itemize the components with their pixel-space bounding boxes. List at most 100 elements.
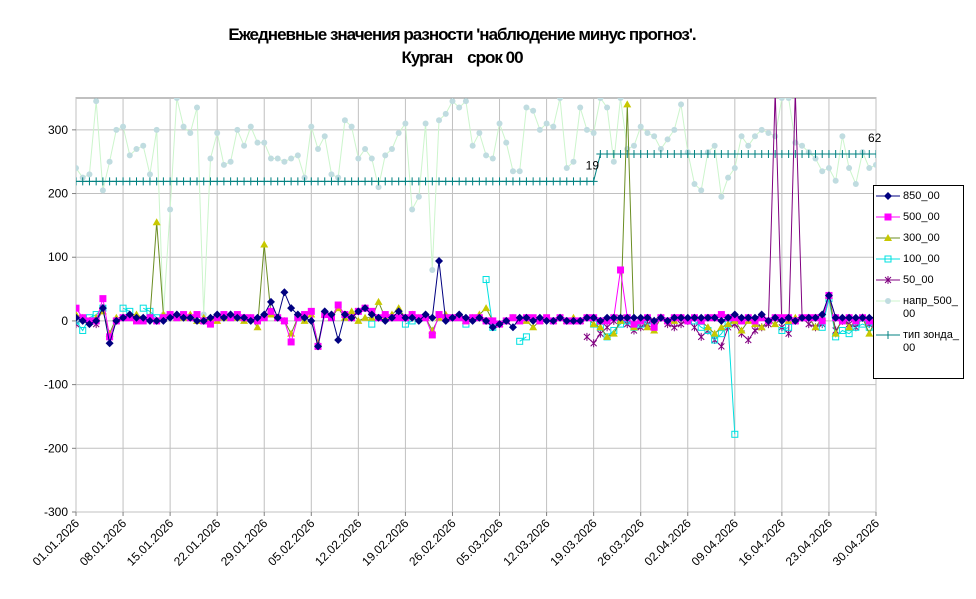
data-point [751, 133, 758, 140]
data-point [119, 313, 128, 322]
data-point [865, 150, 874, 159]
data-point [206, 313, 215, 322]
data-point [428, 177, 437, 186]
data-point [240, 177, 249, 186]
data-point [851, 313, 860, 322]
data-point [468, 177, 477, 186]
data-point [179, 313, 188, 322]
data-point [804, 150, 813, 159]
y-tick-label: 300 [48, 123, 68, 137]
data-point [677, 150, 686, 159]
data-point [771, 150, 780, 159]
data-point [247, 123, 254, 130]
data-point [455, 177, 464, 186]
x-tick-label: 19.03.2026 [547, 516, 600, 569]
x-tick-label: 01.01.2026 [30, 516, 83, 569]
data-point [394, 177, 403, 186]
data-point [274, 155, 281, 162]
data-point [831, 313, 840, 322]
x-tick-label: 30.04.2026 [830, 516, 883, 569]
data-point [106, 333, 114, 341]
x-tick-label: 12.02.2026 [312, 516, 365, 569]
data-point [166, 313, 175, 322]
data-point [395, 314, 403, 322]
data-point [362, 145, 369, 152]
data-point [414, 316, 423, 325]
data-point [241, 142, 248, 149]
data-point [656, 313, 665, 322]
data-point [851, 150, 860, 159]
legend-marker [885, 298, 891, 304]
x-tick-label: 23.04.2026 [783, 516, 836, 569]
series-line [76, 279, 876, 435]
data-point [623, 313, 632, 322]
data-point [691, 180, 698, 187]
data-point [671, 126, 678, 133]
data-point [409, 206, 416, 213]
data-point [98, 304, 107, 313]
data-point [287, 338, 295, 346]
data-point [421, 177, 430, 186]
chart-title: Ежедневные значения разности 'наблюдение… [228, 25, 695, 44]
data-point [85, 177, 94, 186]
data-point [683, 150, 692, 159]
data-point [381, 316, 390, 325]
legend-marker [884, 213, 892, 221]
data-point [125, 177, 134, 186]
data-point [623, 150, 632, 159]
data-point [152, 218, 161, 226]
data-point [206, 177, 215, 186]
legend-label: 300_00 [903, 232, 940, 244]
data-point [435, 311, 443, 319]
data-point [388, 145, 395, 152]
data-point [603, 323, 611, 332]
data-point [435, 177, 444, 186]
data-point [838, 150, 847, 159]
data-point [771, 313, 780, 322]
data-point [589, 177, 598, 186]
legend-swatch [876, 298, 900, 304]
data-point [347, 177, 356, 186]
x-tick-label: 22.01.2026 [171, 516, 224, 569]
data-point [798, 313, 807, 322]
data-point [744, 150, 753, 159]
data-point [630, 142, 637, 149]
data-point [583, 332, 591, 341]
data-point [76, 165, 79, 172]
data-point [690, 313, 699, 322]
data-point [609, 313, 618, 322]
data-point [187, 130, 194, 137]
data-point [650, 323, 658, 331]
data-point [273, 313, 282, 322]
data-point [414, 177, 423, 186]
data-point [799, 142, 806, 149]
data-point [731, 430, 739, 438]
legend-marker [884, 331, 892, 339]
data-point [811, 323, 820, 331]
data-point [300, 313, 309, 322]
data-point [536, 126, 543, 133]
data-point [374, 297, 383, 305]
data-point [737, 313, 746, 322]
data-point [246, 177, 255, 186]
data-point [140, 142, 147, 149]
data-point [832, 177, 839, 184]
data-point [839, 133, 846, 140]
data-point [448, 177, 457, 186]
data-point [334, 301, 342, 309]
data-point [724, 313, 733, 322]
data-point [186, 177, 195, 186]
data-point [462, 98, 469, 105]
legend-label: 500_00 [903, 211, 940, 223]
data-point [703, 313, 712, 322]
data-point [199, 316, 208, 325]
data-point [308, 123, 315, 130]
data-point [529, 177, 538, 186]
data-point [266, 297, 275, 306]
data-point [643, 323, 652, 331]
data-point [698, 187, 705, 194]
data-point [408, 177, 417, 186]
data-point [328, 171, 335, 178]
data-point [207, 155, 214, 162]
data-point [778, 98, 785, 101]
